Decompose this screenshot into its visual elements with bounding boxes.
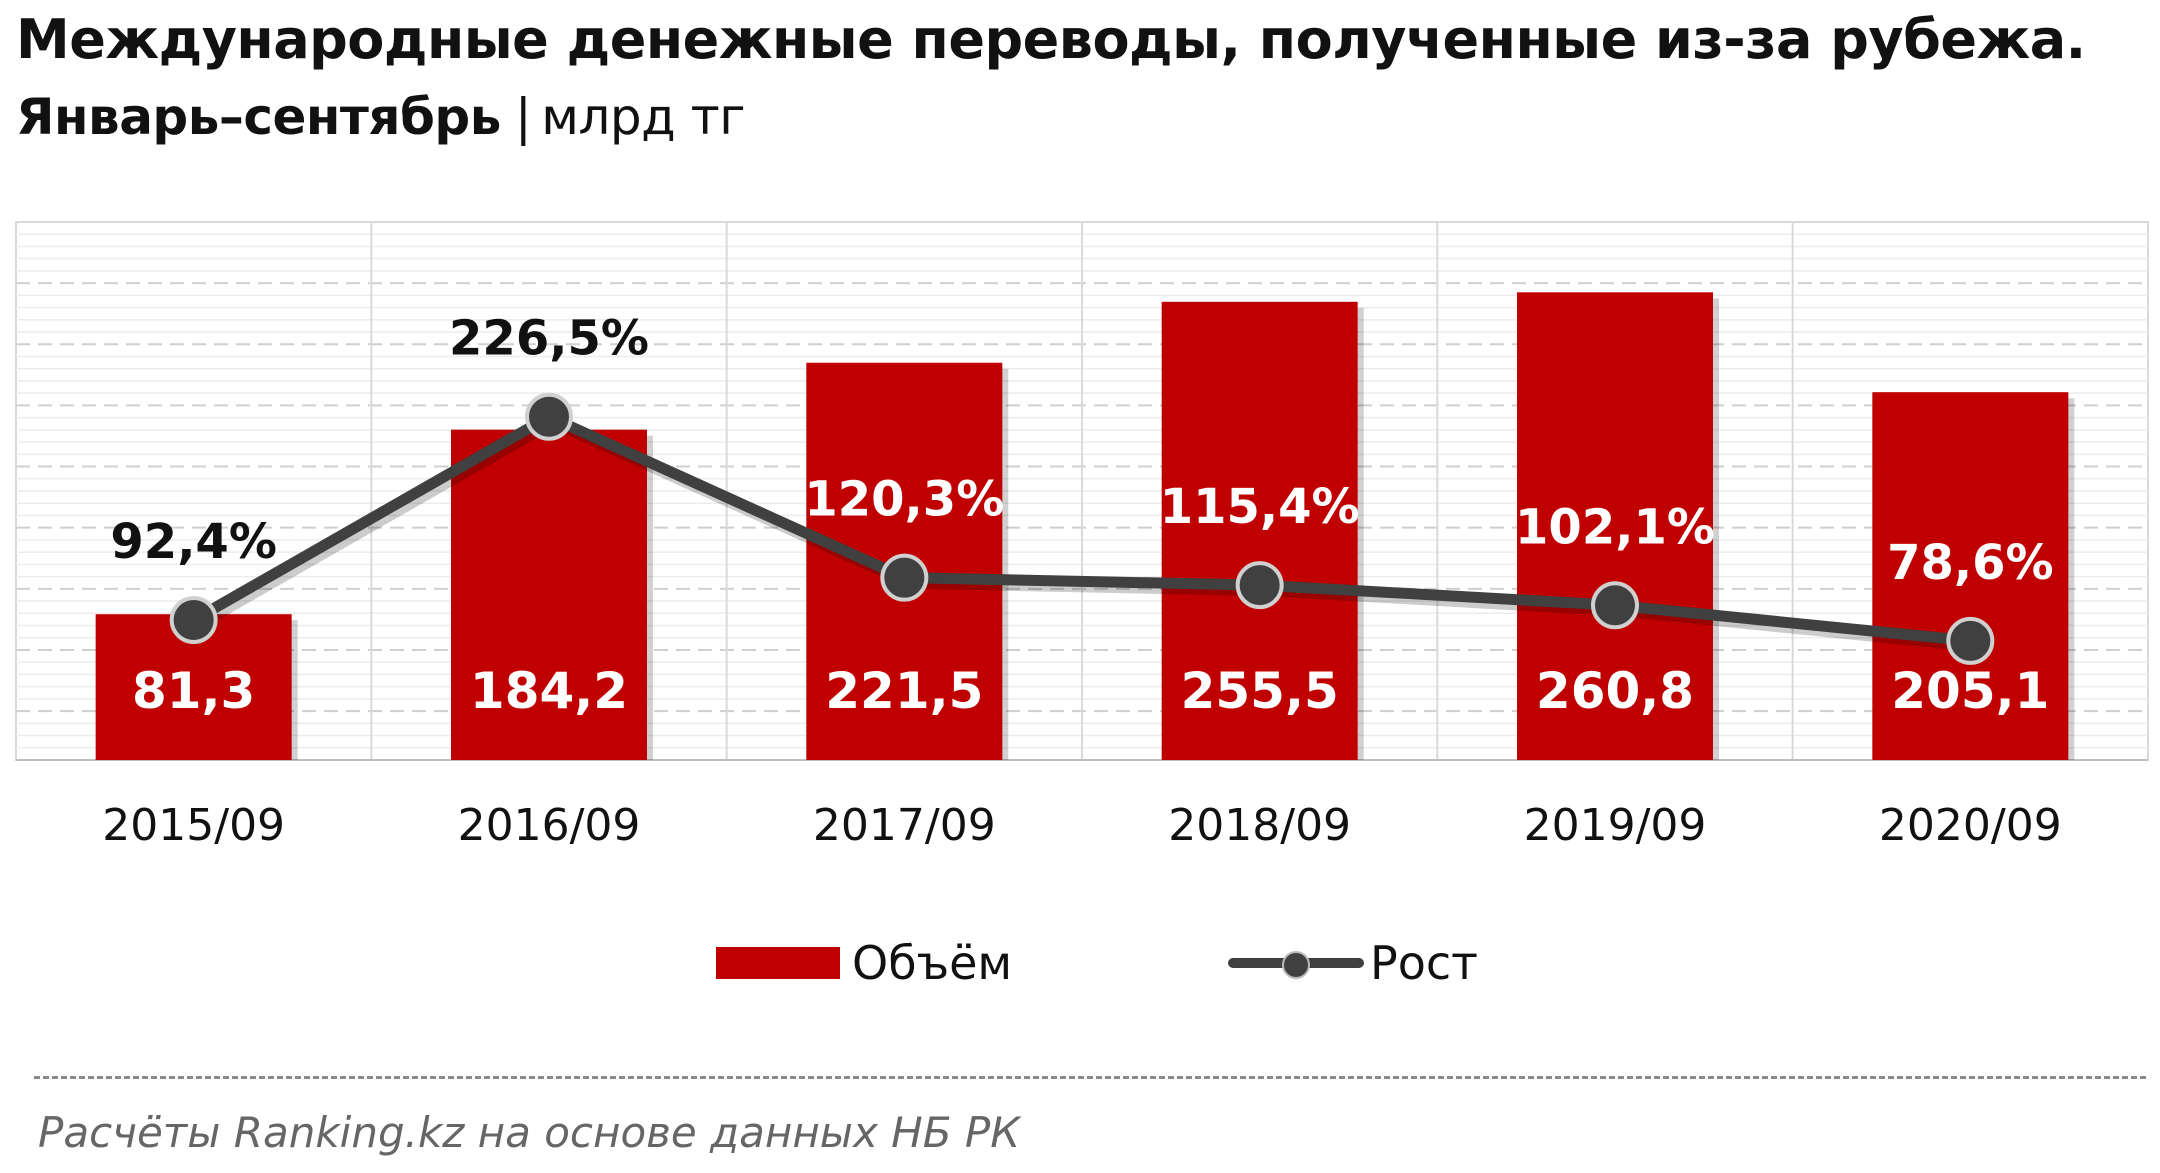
legend-bar-swatch (716, 947, 840, 979)
x-tick-label: 2016/09 (458, 800, 641, 851)
x-tick-label: 2017/09 (813, 800, 996, 851)
growth-point-2019/09 (1591, 581, 1639, 630)
growth-point-2017/09 (880, 553, 929, 602)
bar-series (95, 292, 2075, 760)
bar-value-label: 255,5 (1181, 662, 1339, 720)
bar-value-label: 205,1 (1891, 662, 2049, 720)
bar-2019/09 (1517, 292, 1713, 760)
growth-value-label: 92,4% (110, 514, 277, 570)
source-note: Расчёты Ranking.kz на основе данных НБ Р… (38, 1108, 1021, 1157)
bar-value-label: 184,2 (470, 662, 628, 720)
legend-item-growth: Рост (1228, 936, 1478, 990)
legend-growth-label: Рост (1370, 936, 1478, 990)
grid (15, 221, 2149, 761)
source-divider (34, 1076, 2146, 1079)
growth-value-label: 102,1% (1515, 499, 1715, 555)
x-tick-label: 2018/09 (1168, 800, 1351, 851)
growth-point-2018/09 (1235, 561, 1284, 610)
growth-point-2016/09 (525, 392, 573, 441)
x-tick-label: 2015/09 (102, 800, 285, 851)
growth-value-label: 78,6% (1887, 535, 2054, 591)
growth-point-2020/09 (1946, 616, 1995, 665)
unit-label: млрд тг (541, 88, 745, 146)
bar-value-label: 81,3 (132, 662, 255, 720)
bar-value-label: 221,5 (825, 662, 983, 720)
bar-2020/09 (1872, 392, 2069, 760)
x-axis-ticks: 2015/09 2016/09 2017/09 2018/09 2019/09 2020/… (102, 800, 2061, 851)
growth-line (190, 411, 1971, 647)
legend-item-volume: Объём (716, 936, 1012, 990)
growth-value-label: 226,5% (449, 311, 649, 367)
period-label: Январь–сентябрь (16, 88, 501, 146)
legend-line-swatch (1228, 943, 1364, 983)
chart-subtitle: Январь–сентябрь | млрд тг (16, 88, 745, 146)
legend-volume-label: Объём (852, 936, 1013, 990)
data-labels: 81,3 184,2 221,5 255,5 260,8 205,1 92,4% 226,5%… (110, 311, 2053, 720)
x-tick-label: 2020/09 (1879, 800, 2062, 851)
bar-2016/09 (451, 429, 647, 760)
chart: 81,3 184,2 221,5 255,5 260,8 205,1 92,4% 226,5%… (15, 221, 2149, 851)
bar-value-label: 260,8 (1536, 662, 1694, 720)
growth-value-label: 120,3% (804, 472, 1004, 528)
bar-2018/09 (1161, 301, 1358, 760)
growth-point-2015/09 (169, 595, 218, 644)
x-tick-label: 2019/09 (1524, 800, 1707, 851)
line-series (169, 392, 1995, 665)
title-separator: | (514, 88, 532, 146)
chart-title: Международные денежные переводы, получен… (16, 8, 2086, 71)
growth-value-label: 115,4% (1160, 479, 1360, 535)
